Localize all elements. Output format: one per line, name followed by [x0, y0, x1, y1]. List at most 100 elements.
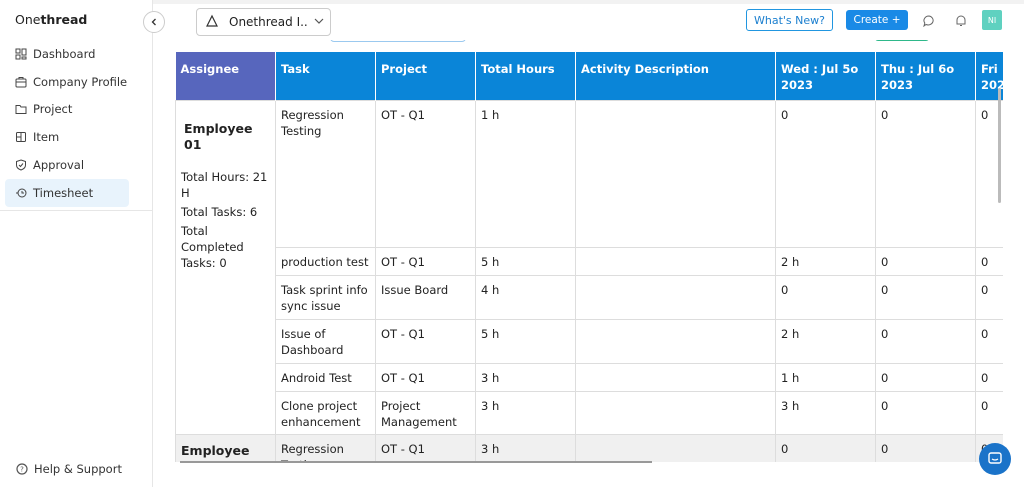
notifications-icon[interactable]: [955, 14, 967, 27]
project-cell: OT - Q1: [375, 319, 476, 364]
task-cell: Clone project enhancement: [275, 391, 376, 435]
collapse-button[interactable]: [143, 11, 165, 33]
hours-cell: 3 h: [475, 434, 576, 462]
employee-stat: Total Completed Tasks: 0: [181, 224, 244, 270]
hours-cell: 4 h: [475, 275, 576, 320]
task-cell: Regression Testing: [275, 434, 376, 462]
description-cell: [575, 100, 776, 248]
workspace-select[interactable]: Onethread I..: [196, 8, 331, 36]
vertical-scrollbar[interactable]: [998, 88, 1001, 203]
description-cell: [575, 275, 776, 320]
day-hours-cell: 0: [775, 275, 876, 320]
horizontal-scrollbar[interactable]: [180, 461, 652, 463]
hours-cell: 5 h: [475, 319, 576, 364]
task-row: Employee 01 Total Hours: 21 H Total Tasks:…: [175, 100, 1003, 435]
description-cell: [575, 391, 776, 435]
day-hours-cell: 0: [775, 100, 876, 248]
nav-icon: [16, 132, 26, 143]
create-button[interactable]: Create +: [846, 10, 908, 30]
project-cell: OT - Q1: [375, 247, 476, 276]
project-cell: OT - Q1: [375, 100, 476, 248]
nav-label: Project: [33, 102, 73, 117]
hours-cell: 1 h: [475, 100, 576, 248]
nav-label: Timesheet: [33, 185, 94, 200]
column-header: Activity Description: [575, 52, 776, 101]
nav-label: Item: [33, 130, 60, 145]
whats-new-button[interactable]: What's New?: [746, 9, 833, 31]
nav-icon: [15, 48, 27, 60]
timesheet-table: Assignee Task Project Total Hours Activity D…: [175, 52, 1003, 462]
column-header: Assignee: [175, 52, 276, 101]
filter-control[interactable]: [330, 40, 466, 42]
project-cell: OT - Q1: [375, 434, 476, 462]
nav-item[interactable]: Dashboard: [5, 40, 129, 68]
nav-item[interactable]: Item: [5, 123, 129, 151]
day-hours-cell: 1 h: [775, 363, 876, 392]
table-body: Employee 01 Total Hours: 21 H Total Tasks:…: [175, 100, 1003, 462]
topbar: Onethread I.. What's New? Create + NI: [153, 0, 1024, 38]
nav-icon: [15, 76, 27, 88]
project-cell: OT - Q1: [375, 363, 476, 392]
task-cell: Regression Testing: [275, 100, 376, 248]
nav-label: Dashboard: [33, 46, 96, 61]
avatar[interactable]: NI: [982, 10, 1002, 30]
nav-label: Company Profile: [33, 74, 128, 89]
nav-icon: [16, 188, 27, 198]
description-cell: [575, 319, 776, 364]
caret-icon: [314, 18, 324, 24]
employee-name: Employee 01: [184, 121, 253, 152]
nav: Dashboard Company Profile Project Item Appro…: [5, 40, 129, 207]
workspace-icon: [206, 14, 218, 27]
task-cell: Issue of Dashboard: [275, 319, 376, 364]
assignee-cell: Employee 01 Total Hours: 21 H Total Tasks:…: [175, 100, 276, 435]
nav-item[interactable]: Project: [5, 96, 129, 124]
hours-cell: 3 h: [475, 391, 576, 435]
employee-name: Employee 02: [181, 443, 250, 462]
day-hours-cell: 0: [875, 247, 976, 276]
task-row: Clone project enhancement Project Managem…: [176, 391, 1003, 435]
day-hours-cell: 0: [875, 363, 976, 392]
header-row: Assignee Task Project Total Hours Activity D…: [175, 52, 1003, 101]
column-header: Project: [375, 52, 476, 101]
day-hours-cell: 2 h: [775, 319, 876, 364]
timesheet-table-container: Assignee Task Project Total Hours Activity D…: [175, 40, 1003, 462]
logo-light: One: [15, 12, 41, 27]
day-hours-cell: 0: [975, 391, 1003, 435]
column-header: Task: [275, 52, 376, 101]
description-cell: [575, 363, 776, 392]
day-hours-cell: 0: [975, 363, 1003, 392]
description-cell: [575, 434, 776, 462]
day-hours-cell: 0: [875, 319, 976, 364]
action-button[interactable]: [875, 40, 929, 41]
project-cell: Project Management: [375, 391, 476, 435]
messages-icon[interactable]: [923, 15, 935, 27]
column-header: Thu : Jul 6o 2023: [875, 52, 976, 101]
assignee-cell: Employee 02: [175, 434, 276, 462]
nav-icon: [16, 159, 26, 171]
day-hours-cell: 0: [775, 434, 876, 462]
help-label: Help & Support: [34, 462, 122, 476]
support-chat-button[interactable]: [979, 443, 1011, 475]
hours-cell: 5 h: [475, 247, 576, 276]
chevron-icon: [151, 18, 156, 26]
nav-icon: [15, 105, 27, 115]
task-row: Task sprint info sync issue Issue Board 4 …: [176, 275, 1003, 320]
day-hours-cell: 0: [975, 319, 1003, 364]
workspace-name: Onethread I..: [229, 15, 308, 29]
day-hours-cell: 3 h: [775, 391, 876, 435]
nav-item[interactable]: Timesheet: [5, 178, 129, 207]
help-link[interactable]: ? Help & Support: [16, 462, 122, 476]
nav-item[interactable]: Company Profile: [5, 68, 129, 96]
nav-label: Approval: [33, 158, 85, 173]
nav-item[interactable]: Approval: [5, 151, 129, 179]
column-header: Wed : Jul 5o 2023: [775, 52, 876, 101]
description-cell: [575, 247, 776, 276]
employee-stat: Total Tasks: 6: [181, 205, 258, 219]
logo[interactable]: Onethread: [15, 12, 87, 27]
help-icon: ?: [16, 463, 28, 475]
